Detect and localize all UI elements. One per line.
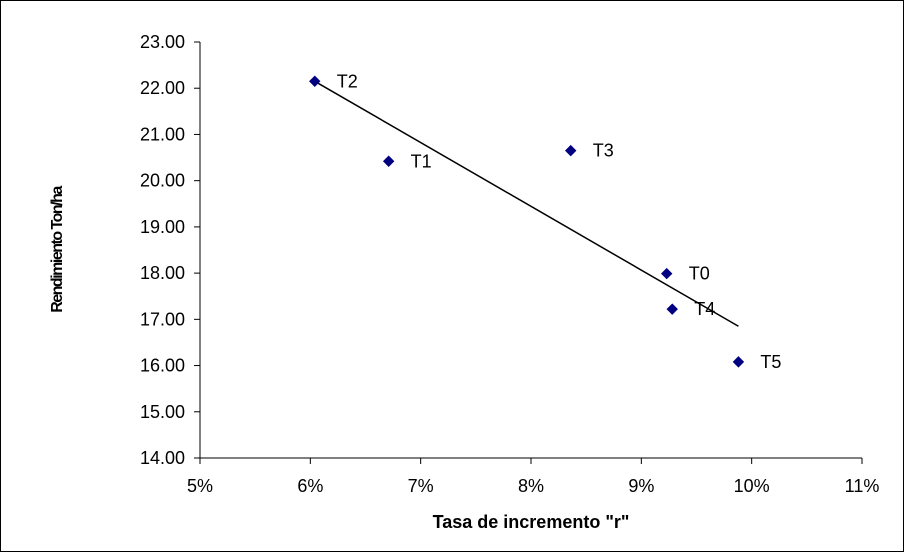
data-point: [309, 75, 321, 87]
y-tick-label: 17.00: [140, 309, 185, 329]
y-tick-label: 22.00: [140, 78, 185, 98]
data-label: T0: [689, 264, 710, 284]
y-tick-label: 19.00: [140, 217, 185, 237]
trendline-group: [314, 80, 739, 327]
y-tick-label: 15.00: [140, 402, 185, 422]
data-label: T4: [694, 299, 715, 319]
data-label: T1: [411, 151, 432, 171]
y-tick-label: 18.00: [140, 263, 185, 283]
data-label: T2: [337, 71, 358, 91]
y-axis-title: Rendimiento Ton/ha: [49, 186, 66, 313]
x-tick-label: 9%: [628, 476, 654, 496]
x-tick-label: 10%: [734, 476, 770, 496]
x-axis-title: Tasa de incremento "r": [433, 512, 630, 532]
x-tick-label: 11%: [845, 476, 880, 496]
data-point: [565, 144, 577, 157]
data-label: T5: [760, 352, 781, 372]
y-tick-label: 14.00: [140, 448, 185, 468]
x-tick-label: 5%: [187, 476, 213, 496]
x-tick-label: 7%: [408, 476, 434, 496]
tick-labels: 14.00 15.00 16.00 17.00 18.00 19.00 20.00 21.00…: [140, 32, 879, 496]
y-tick-label: 23.00: [140, 32, 185, 52]
data-label: T3: [593, 141, 614, 161]
data-point: [661, 267, 673, 280]
axes: [194, 41, 863, 464]
y-tick-label: 20.00: [140, 171, 185, 191]
data-point: [382, 155, 395, 167]
y-tick-label: 21.00: [140, 124, 185, 144]
x-tick-label: 8%: [518, 476, 544, 496]
x-tick-label: 6%: [297, 476, 323, 496]
data-point: [732, 356, 745, 368]
trendline: [314, 80, 739, 327]
data-point: [666, 303, 678, 315]
y-tick-label: 16.00: [140, 356, 185, 376]
data-points: T2 T1 T3 T0 T4 T5: [309, 71, 781, 372]
